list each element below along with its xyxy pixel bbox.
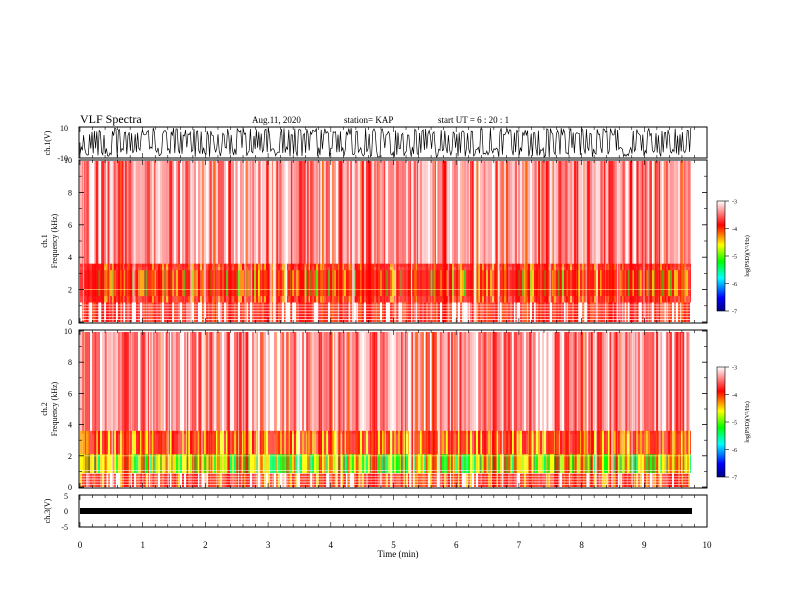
- colorbar-tick-label: -4: [732, 393, 737, 399]
- freq-tick-label: 10: [64, 156, 72, 165]
- ch1-spectrogram-panel: 0 2 4 6 8 10 ch.1 Frequency (kHz): [40, 156, 708, 327]
- time-tick-label: 5: [391, 540, 396, 550]
- time-tick-label: 3: [266, 540, 271, 550]
- ch2-spectrogram-image: [80, 332, 691, 487]
- time-tick-label: 1: [140, 540, 145, 550]
- time-tick-label: 8: [579, 540, 584, 550]
- header-date: Aug.11, 2020: [252, 115, 301, 125]
- time-axis-labels: 0 1 2 3 4 5 6 7 8 9 10: [78, 540, 712, 550]
- time-tick-label: 0: [78, 540, 83, 550]
- ch1-spectrogram-image: [80, 161, 691, 322]
- freq-tick-label: 0: [68, 318, 72, 327]
- ch3-tick-mid: 0: [64, 507, 68, 516]
- ch2-spectrogram-panel: 0 2 4 6 8 10 ch.2 Frequency (kHz): [40, 327, 708, 492]
- ch3-volt-label: ch.3(V): [43, 498, 52, 523]
- ch2-freq-label-a: ch.2: [40, 402, 49, 416]
- time-tick-label: 2: [203, 540, 208, 550]
- time-tick-label: 10: [703, 540, 713, 550]
- ch2-frequency-ticks: 0 2 4 6 8 10: [64, 327, 707, 492]
- colorbar-ch2-label: log(PSD)(V²/Hz): [744, 401, 751, 442]
- header-station: station= KAP: [344, 115, 393, 125]
- ch3-tick-top: 5: [64, 492, 68, 501]
- colorbar-tick-label: -7: [732, 476, 737, 482]
- colorbar-tick-label: -4: [732, 227, 737, 233]
- ch3-waveform-trace: [80, 508, 692, 514]
- colorbar-tick-label: -5: [732, 421, 737, 427]
- colorbar-ch1: -3 -4 -5 -6 -7 log(PSD)(V²/Hz): [716, 200, 751, 316]
- time-tick-label: 9: [642, 540, 647, 550]
- freq-tick-label: 8: [68, 358, 72, 367]
- colorbar-tick-label: -5: [732, 255, 737, 261]
- colorbar-ch2-ticks: -3 -4 -5 -6 -7: [725, 366, 737, 482]
- colorbar-tick-label: -3: [732, 366, 737, 372]
- freq-tick-label: 6: [68, 221, 72, 230]
- freq-tick-label: 4: [68, 253, 72, 262]
- time-axis-ticks: [79, 127, 708, 527]
- colorbar-tick-label: -6: [732, 282, 737, 288]
- ch2-freq-label-b: Frequency (kHz): [50, 381, 59, 436]
- figure-title: VLF Spectra: [80, 112, 142, 126]
- ch1-tick-top: 10: [60, 124, 68, 133]
- colorbar-ch1-ticks: -3 -4 -5 -6 -7: [725, 200, 737, 316]
- colorbar-tick-label: -6: [732, 448, 737, 454]
- ch1-volt-label: ch.1(V): [43, 130, 52, 155]
- freq-tick-label: 8: [68, 188, 72, 197]
- freq-tick-label: 4: [68, 421, 72, 430]
- ch1-waveform-panel: 10 -10 ch.1(V): [43, 124, 708, 163]
- ch1-freq-label-b: Frequency (kHz): [50, 213, 59, 268]
- ch1-waveform-trace: [79, 127, 692, 158]
- freq-tick-label: 6: [68, 389, 72, 398]
- time-tick-label: 6: [454, 540, 459, 550]
- colorbar-ch2: -3 -4 -5 -6 -7 log(PSD)(V²/Hz): [716, 366, 751, 482]
- freq-tick-label: 2: [68, 286, 72, 295]
- freq-tick-label: 2: [68, 452, 72, 461]
- colorbar-tick-label: -7: [732, 310, 737, 316]
- ch3-tick-bottom: -5: [61, 523, 68, 532]
- ch1-tick-bottom: -10: [57, 154, 68, 163]
- ch1-freq-label-a: ch.1: [40, 234, 49, 248]
- time-tick-label: 4: [329, 540, 334, 550]
- time-tick-label: 7: [517, 540, 522, 550]
- ch1-waveform-line: [79, 127, 692, 158]
- time-axis-label: Time (min): [378, 549, 419, 559]
- header-start-ut: start UT = 6 : 20 : 1: [438, 115, 509, 125]
- freq-tick-label: 0: [68, 483, 72, 492]
- colorbar-ch1-label: log(PSD)(V²/Hz): [744, 235, 751, 276]
- colorbar-tick-label: -3: [732, 200, 737, 206]
- ch3-waveform-panel: 5 0 -5 ch.3(V): [43, 492, 708, 532]
- freq-tick-label: 10: [64, 327, 72, 336]
